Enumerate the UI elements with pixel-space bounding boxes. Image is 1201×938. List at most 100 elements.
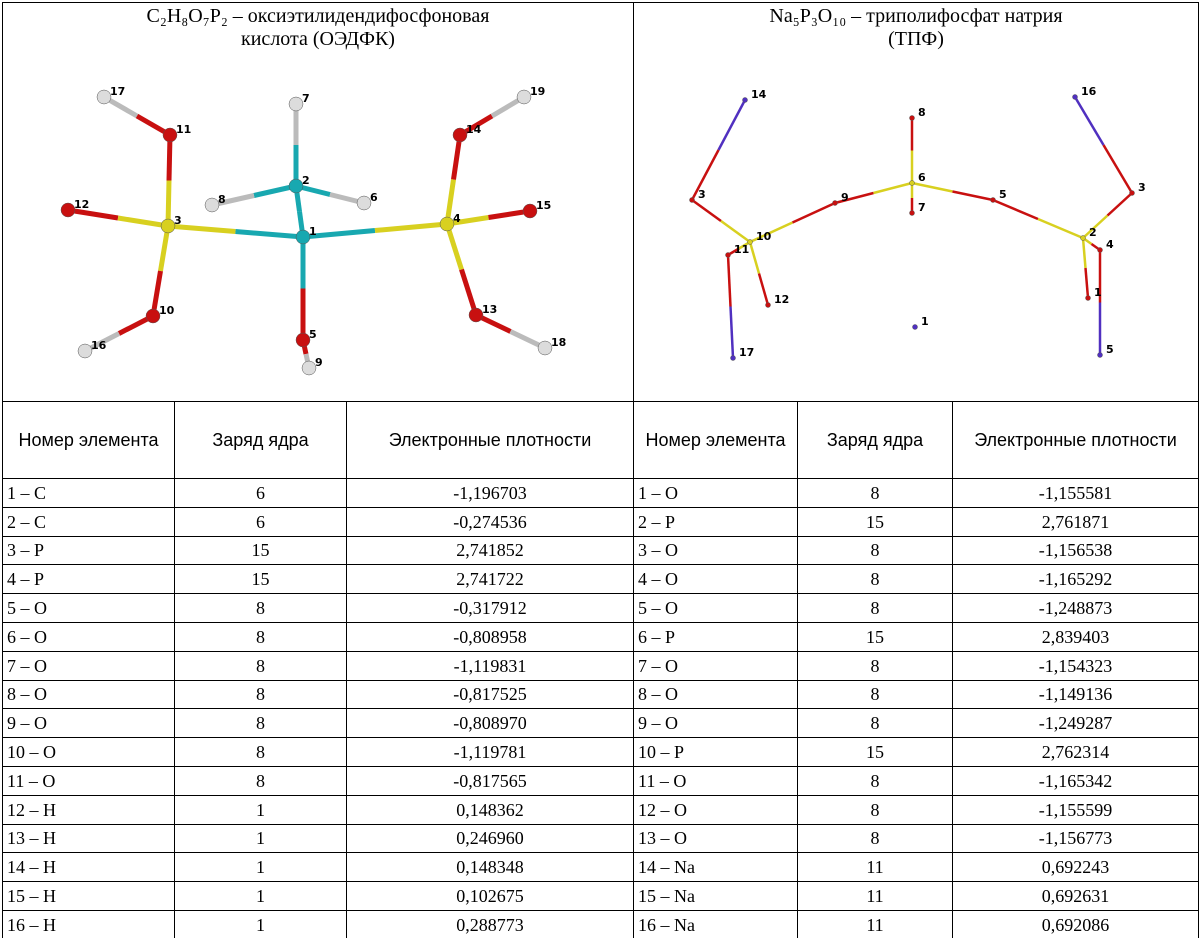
table-cell: 6 – P bbox=[634, 622, 798, 651]
table-cell: 8 bbox=[175, 680, 347, 709]
table-cell: 8 bbox=[175, 738, 347, 767]
molecule-title: C₂H₈O₇P₂ – оксиэтилидендифосфоновая bbox=[7, 5, 629, 28]
table-cell: 1 bbox=[175, 824, 347, 853]
table-cell: -1,196703 bbox=[347, 479, 634, 508]
table-cell: -0,817565 bbox=[347, 766, 634, 795]
table-cell: 8 bbox=[175, 709, 347, 738]
table-cell: 12 – H bbox=[3, 795, 175, 824]
table-cell: 8 bbox=[798, 565, 953, 594]
table-cell: 4 – P bbox=[3, 565, 175, 594]
header-cell: Электронные плотности bbox=[953, 402, 1199, 479]
table-cell: 0,692631 bbox=[953, 882, 1199, 911]
table-cell: 12 – O bbox=[634, 795, 798, 824]
table-cell: 3 – O bbox=[634, 536, 798, 565]
table-cell: 0,246960 bbox=[347, 824, 634, 853]
table-cell: 15 bbox=[798, 622, 953, 651]
table-cell: 8 – O bbox=[634, 680, 798, 709]
table-cell: 6 bbox=[175, 507, 347, 536]
table-cell: 8 bbox=[798, 479, 953, 508]
table-cell: -1,155599 bbox=[953, 795, 1199, 824]
table-cell: -1,154323 bbox=[953, 651, 1199, 680]
molecule-title: (ТПФ) bbox=[638, 28, 1194, 51]
table-cell: -0,808958 bbox=[347, 622, 634, 651]
table-cell: 2,839403 bbox=[953, 622, 1199, 651]
table-cell: 8 bbox=[798, 709, 953, 738]
table-cell: -1,155581 bbox=[953, 479, 1199, 508]
table-cell: 15 bbox=[798, 507, 953, 536]
header-cell: Электронные плотности bbox=[347, 402, 634, 479]
table-cell: 15 bbox=[798, 738, 953, 767]
table-cell: 6 – O bbox=[3, 622, 175, 651]
table-cell: 8 bbox=[798, 795, 953, 824]
table-cell: 8 – O bbox=[3, 680, 175, 709]
table-cell: 8 bbox=[798, 680, 953, 709]
table-cell: 1 bbox=[175, 882, 347, 911]
table-cell: 9 – O bbox=[3, 709, 175, 738]
table-cell: 2 – C bbox=[3, 507, 175, 536]
table-cell: -1,249287 bbox=[953, 709, 1199, 738]
table-cell: 16 – Na bbox=[634, 910, 798, 938]
table-cell: -1,156773 bbox=[953, 824, 1199, 853]
table-cell: -0,808970 bbox=[347, 709, 634, 738]
table-cell: 15 – H bbox=[3, 882, 175, 911]
table-cell: 10 – O bbox=[3, 738, 175, 767]
table-cell: 1 bbox=[175, 910, 347, 938]
table-cell: 3 – P bbox=[3, 536, 175, 565]
table-cell: 2,741722 bbox=[347, 565, 634, 594]
molecule-title: кислота (ОЭДФК) bbox=[7, 28, 629, 51]
header-cell: Заряд ядра bbox=[175, 402, 347, 479]
header-cell: Заряд ядра bbox=[798, 402, 953, 479]
table-cell: 8 bbox=[175, 651, 347, 680]
table-cell: -1,248873 bbox=[953, 594, 1199, 623]
table-cell: 0,288773 bbox=[347, 910, 634, 938]
table-cell: 11 bbox=[798, 853, 953, 882]
table-cell: 15 – Na bbox=[634, 882, 798, 911]
table-cell: 2 – P bbox=[634, 507, 798, 536]
table-cell: 6 bbox=[175, 479, 347, 508]
table-cell: 16 – H bbox=[3, 910, 175, 938]
table-cell: 11 bbox=[798, 910, 953, 938]
table-cell: 13 – O bbox=[634, 824, 798, 853]
table-cell: 1 bbox=[175, 853, 347, 882]
table-cell: 7 – O bbox=[3, 651, 175, 680]
table-cell: 13 – H bbox=[3, 824, 175, 853]
header-cell: Номер элемента bbox=[3, 402, 175, 479]
molecule-title: Na₅P₃O₁₀ – триполифосфат натрия bbox=[638, 5, 1194, 28]
molecule-cell: Na₅P₃O₁₀ – триполифосфат натрия(ТПФ) bbox=[634, 3, 1199, 402]
table-cell: -1,119781 bbox=[347, 738, 634, 767]
table-cell: 11 bbox=[798, 882, 953, 911]
table-cell: 8 bbox=[175, 766, 347, 795]
page: C₂H₈O₇P₂ – оксиэтилидендифосфоноваякисло… bbox=[0, 0, 1201, 938]
table-cell: 0,102675 bbox=[347, 882, 634, 911]
table-cell: 0,692086 bbox=[953, 910, 1199, 938]
table-cell: 15 bbox=[175, 565, 347, 594]
table-cell: 11 – O bbox=[634, 766, 798, 795]
table-cell: 8 bbox=[798, 824, 953, 853]
table-cell: 8 bbox=[798, 766, 953, 795]
table-cell: -1,165292 bbox=[953, 565, 1199, 594]
table-cell: 0,148348 bbox=[347, 853, 634, 882]
table-cell: 2,761871 bbox=[953, 507, 1199, 536]
table-cell: 5 – O bbox=[634, 594, 798, 623]
table-cell: -1,119831 bbox=[347, 651, 634, 680]
table-cell: 8 bbox=[175, 594, 347, 623]
table-cell: 1 bbox=[175, 795, 347, 824]
table-cell: 8 bbox=[798, 594, 953, 623]
table-cell: 0,692243 bbox=[953, 853, 1199, 882]
table-cell: -1,156538 bbox=[953, 536, 1199, 565]
header-cell: Номер элемента bbox=[634, 402, 798, 479]
table-cell: 1 – C bbox=[3, 479, 175, 508]
table-cell: 14 – H bbox=[3, 853, 175, 882]
